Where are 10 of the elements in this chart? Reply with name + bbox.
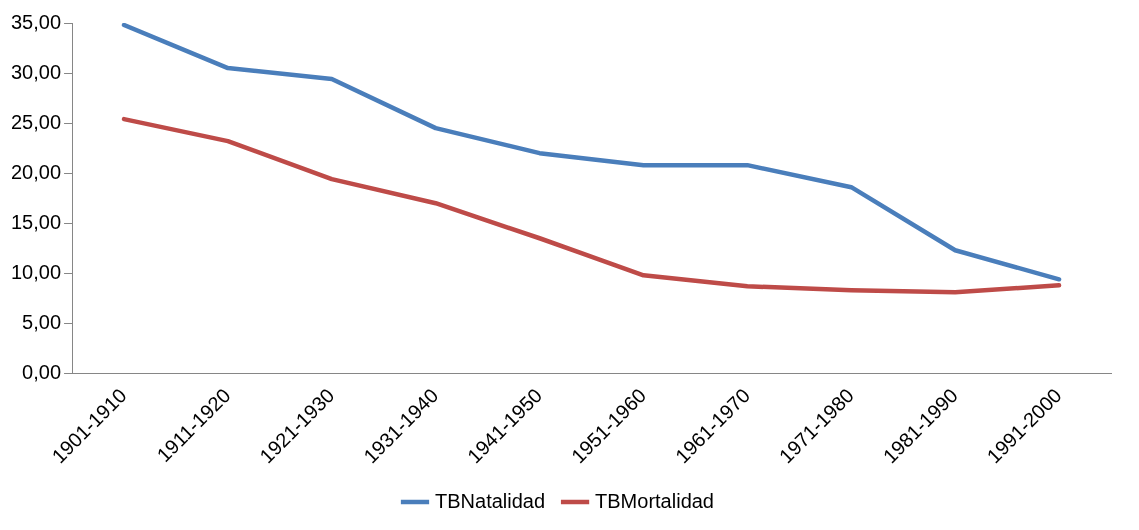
- legend-label: TBMortalidad: [595, 489, 714, 512]
- y-tick-label: 5,00: [22, 310, 62, 333]
- y-tick-label: 25,00: [10, 110, 62, 133]
- legend-label: TBNatalidad: [435, 489, 546, 512]
- y-tick-label: 10,00: [10, 260, 62, 283]
- y-tick-label: 15,00: [10, 210, 62, 233]
- y-tick-label: 30,00: [10, 60, 62, 83]
- y-tick-label: 35,00: [10, 10, 62, 33]
- y-tick-label: 0,00: [22, 360, 62, 383]
- y-tick-label: 20,00: [10, 160, 62, 183]
